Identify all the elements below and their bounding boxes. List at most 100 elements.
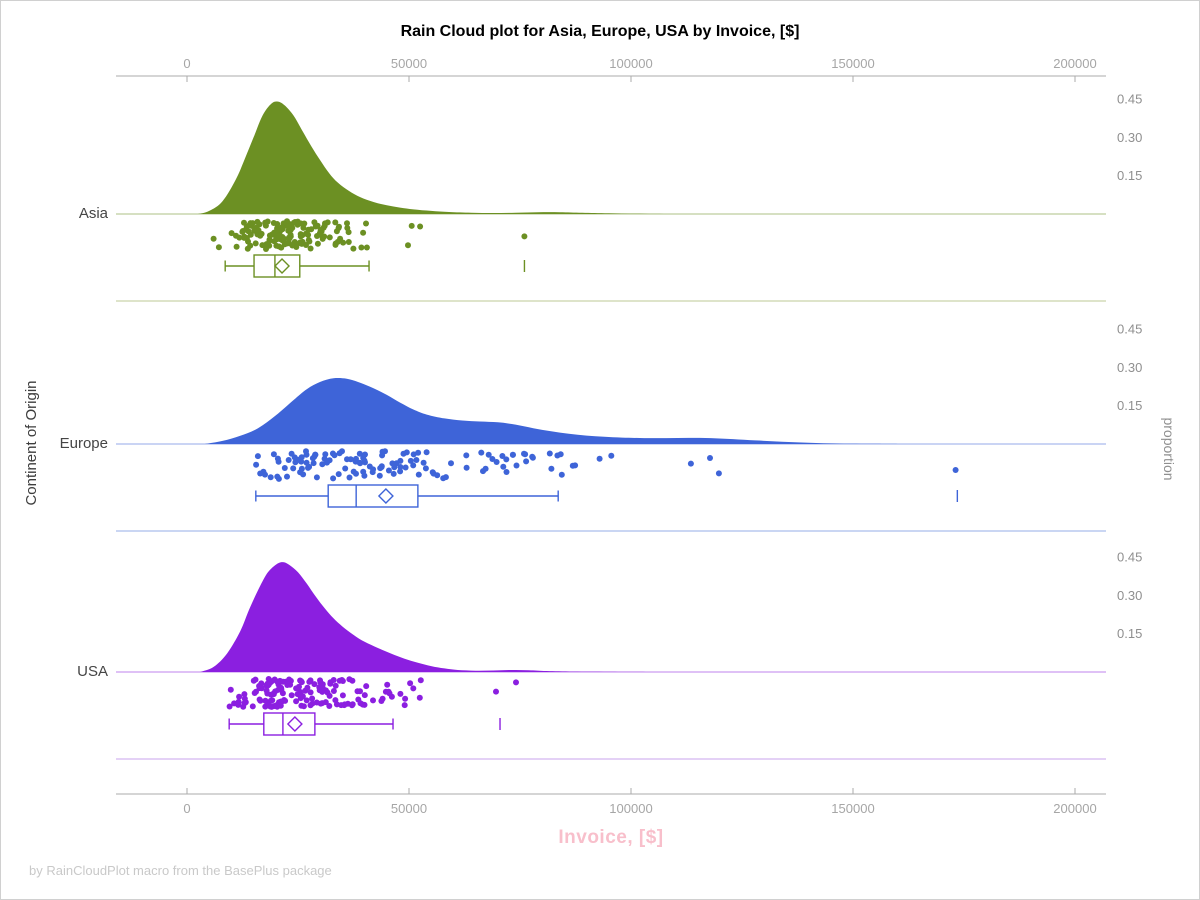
rain-point bbox=[311, 681, 318, 688]
rain-point bbox=[281, 235, 287, 242]
rain-point bbox=[521, 450, 527, 457]
rain-point bbox=[279, 690, 286, 697]
rain-point bbox=[228, 230, 235, 237]
rain-point bbox=[350, 245, 357, 252]
rain-point bbox=[442, 474, 449, 481]
category-label-usa: USA bbox=[77, 663, 108, 680]
density-curve-asia bbox=[198, 101, 720, 214]
rain-point bbox=[299, 232, 306, 239]
rain-point bbox=[257, 470, 264, 477]
rain-point bbox=[332, 682, 339, 689]
rain-point bbox=[300, 471, 307, 478]
rain-point bbox=[345, 239, 352, 245]
rain-point bbox=[513, 462, 520, 469]
x-tick-label: 150000 bbox=[831, 801, 874, 816]
rain-point bbox=[240, 703, 247, 710]
rain-point bbox=[313, 699, 320, 706]
rain-point bbox=[429, 469, 436, 476]
rain-outlier-point bbox=[952, 467, 959, 473]
rain-point bbox=[326, 234, 333, 241]
rain-point bbox=[303, 459, 310, 466]
rain-point bbox=[241, 234, 248, 241]
rain-point bbox=[360, 454, 367, 461]
category-label-asia: Asia bbox=[78, 205, 108, 222]
rain-point bbox=[416, 694, 423, 701]
rain-point bbox=[357, 688, 363, 695]
rain-point bbox=[299, 238, 306, 245]
proportion-tick-label: 0.15 bbox=[1117, 626, 1142, 641]
rain-point bbox=[357, 460, 364, 467]
rain-point bbox=[257, 697, 264, 704]
rain-point bbox=[285, 223, 292, 230]
rain-point bbox=[407, 680, 414, 687]
rain-point bbox=[493, 459, 500, 465]
x-tick-label: 50000 bbox=[391, 801, 427, 816]
rain-point bbox=[346, 474, 353, 481]
rain-point bbox=[319, 461, 326, 468]
rain-point bbox=[385, 688, 392, 695]
rain-point bbox=[500, 463, 507, 470]
box-iqr bbox=[327, 484, 419, 508]
rain-point bbox=[247, 231, 254, 238]
boxplot-usa bbox=[228, 712, 501, 736]
rain-points-usa bbox=[226, 676, 519, 710]
rain-point bbox=[226, 703, 233, 710]
rain-point bbox=[263, 246, 269, 252]
rain-point bbox=[283, 240, 290, 247]
proportion-tick-label: 0.45 bbox=[1117, 322, 1142, 337]
rain-point bbox=[309, 695, 316, 702]
rain-point bbox=[273, 242, 280, 249]
rain-point bbox=[608, 452, 615, 459]
rain-point bbox=[313, 474, 320, 481]
rain-point bbox=[303, 697, 310, 704]
rain-point bbox=[293, 685, 300, 692]
rain-point bbox=[548, 465, 555, 472]
rain-point bbox=[448, 460, 454, 467]
rain-point bbox=[307, 702, 314, 709]
rain-point bbox=[305, 237, 312, 243]
rain-point bbox=[391, 464, 398, 471]
rain-point bbox=[233, 243, 240, 250]
rain-point bbox=[307, 689, 314, 696]
rain-point bbox=[305, 226, 312, 233]
mean-diamond bbox=[377, 488, 394, 504]
rain-point bbox=[415, 471, 422, 478]
rain-point bbox=[271, 229, 278, 236]
rain-point bbox=[342, 465, 349, 472]
rain-point bbox=[376, 472, 383, 479]
chart-title: Rain Cloud plot for Asia, Europe, USA by… bbox=[400, 23, 800, 40]
rain-point bbox=[270, 451, 277, 458]
rain-point bbox=[210, 235, 217, 242]
rain-points-europe bbox=[253, 448, 959, 482]
rain-point bbox=[402, 464, 409, 471]
top-x-axis: 0 50000 100000 150000 200000 bbox=[116, 56, 1106, 82]
rain-point bbox=[241, 691, 248, 698]
rain-point bbox=[379, 448, 386, 455]
rain-point bbox=[236, 234, 243, 241]
x-tick-label: 100000 bbox=[609, 56, 652, 71]
proportion-tick-label: 0.30 bbox=[1117, 360, 1142, 375]
rain-point bbox=[269, 697, 276, 704]
rain-point bbox=[275, 458, 282, 465]
rain-point bbox=[596, 455, 603, 462]
x-tick-label: 150000 bbox=[831, 56, 874, 71]
rain-point bbox=[413, 457, 420, 463]
rain-point bbox=[286, 235, 293, 242]
rain-point bbox=[385, 467, 392, 474]
rain-point bbox=[281, 465, 288, 471]
rain-point bbox=[253, 461, 260, 468]
rain-point bbox=[251, 690, 258, 696]
proportion-tick-label: 0.15 bbox=[1117, 168, 1142, 183]
rain-point bbox=[268, 691, 274, 698]
rain-point bbox=[370, 466, 377, 473]
boxplot-asia bbox=[224, 254, 526, 278]
rain-outlier-point bbox=[687, 460, 694, 467]
rain-point bbox=[332, 241, 339, 248]
rain-point bbox=[407, 457, 414, 464]
rain-point bbox=[361, 472, 368, 479]
rain-point bbox=[264, 218, 271, 225]
rain-point bbox=[360, 229, 367, 236]
rain-point bbox=[275, 232, 282, 239]
rain-point bbox=[523, 458, 530, 465]
rain-point bbox=[305, 464, 311, 471]
